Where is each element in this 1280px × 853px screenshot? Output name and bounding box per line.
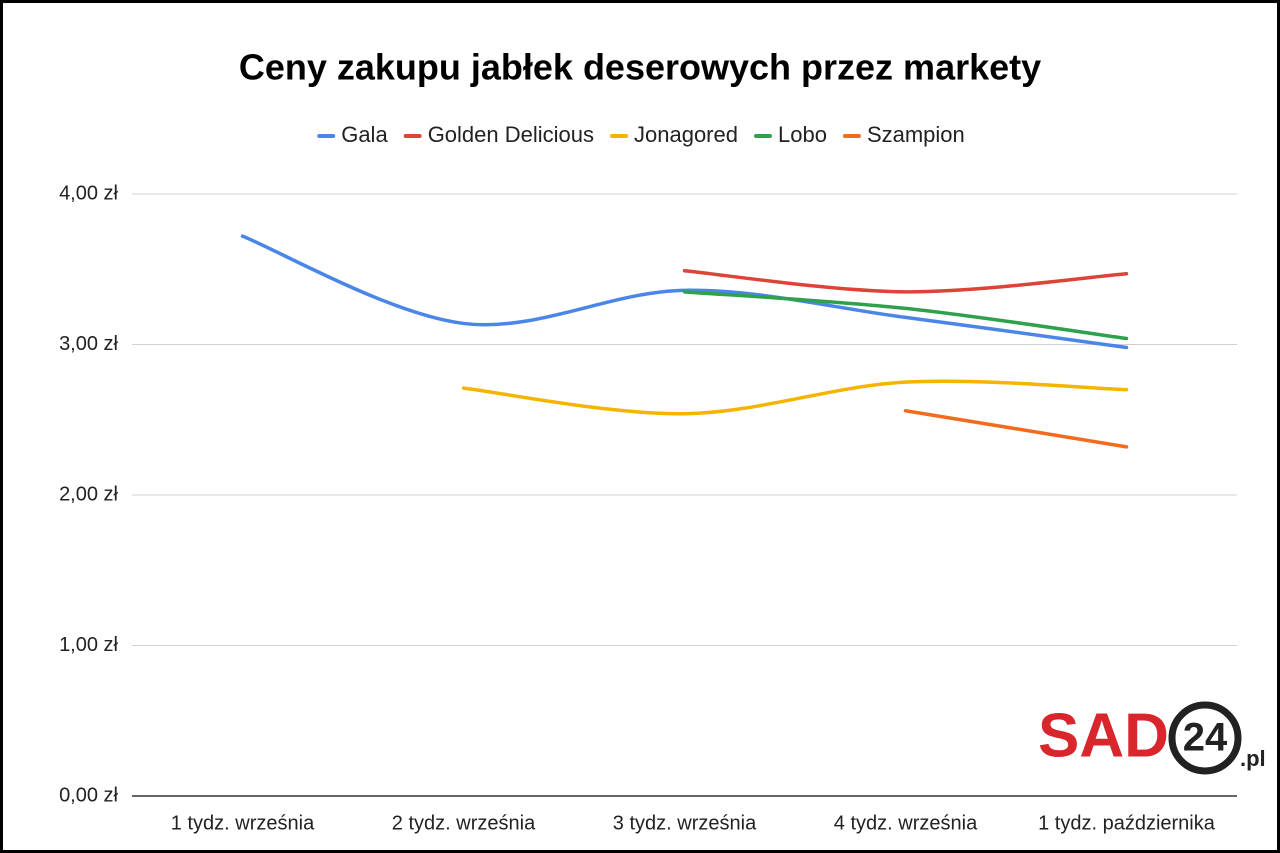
x-tick-label: 2 tydz. września xyxy=(392,812,536,834)
legend-label: Szampion xyxy=(867,122,965,147)
logo-suffix: .pl xyxy=(1240,746,1266,771)
logo-number: 24 xyxy=(1183,716,1228,760)
series-line xyxy=(682,269,1129,294)
x-tick-label: 3 tydz. września xyxy=(613,812,757,834)
series-line xyxy=(461,379,1129,416)
y-tick-label: 2,00 zł xyxy=(59,483,118,505)
legend-label: Golden Delicious xyxy=(428,122,594,147)
logo-main: SAD xyxy=(1038,701,1169,770)
legend-label: Lobo xyxy=(778,122,827,147)
logo-ring xyxy=(1168,701,1242,775)
x-tick-label: 1 tydz. października xyxy=(1038,812,1216,834)
y-tick-label: 3,00 zł xyxy=(59,333,118,355)
chart-title: Ceny zakupu jabłek deserowych przez mark… xyxy=(239,47,1041,88)
series-line xyxy=(682,290,1129,341)
x-tick-label: 1 tydz. września xyxy=(171,812,315,834)
legend-label: Jonagored xyxy=(634,122,738,147)
x-tick-label: 4 tydz. września xyxy=(834,812,978,834)
series-line xyxy=(903,408,1129,449)
logo: SAD 24 .pl xyxy=(1038,701,1266,775)
legend: Gala Golden Delicious Jonagored Lobo Szampio… xyxy=(317,122,965,147)
y-tick-label: 1,00 zł xyxy=(59,634,118,656)
legend-label: Gala xyxy=(341,122,388,147)
y-tick-label: 0,00 zł xyxy=(59,784,118,806)
y-tick-label: 4,00 zł xyxy=(59,182,118,204)
